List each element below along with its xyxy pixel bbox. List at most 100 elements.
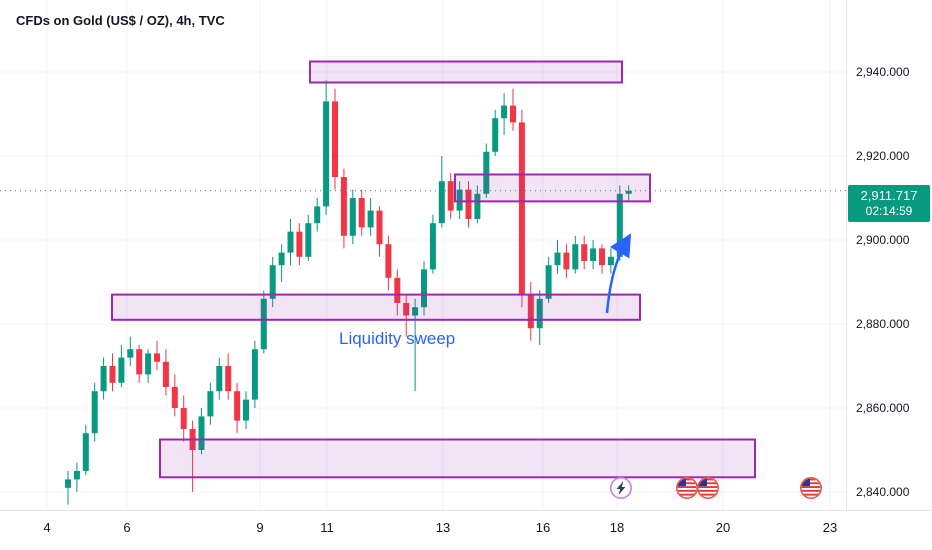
symbol-title[interactable]: CFDs on Gold (US$ / OZ), 4h, TVC	[16, 13, 225, 28]
time-axis-label: 11	[320, 520, 334, 535]
demand-zone-low[interactable]	[159, 438, 756, 479]
candle-body	[510, 105, 516, 123]
time-axis-label: 16	[535, 520, 551, 535]
candle-body	[145, 353, 152, 375]
candle-body	[65, 479, 71, 488]
candle-body	[287, 231, 294, 253]
candle-body	[518, 122, 525, 295]
current-price-badge: 2,911.717 02:14:59	[848, 184, 930, 222]
economic-event-markers	[610, 477, 822, 499]
candle-body	[109, 366, 116, 383]
bar-countdown: 02:14:59	[865, 203, 913, 218]
candle-body	[394, 277, 401, 303]
candle-body	[82, 433, 89, 471]
candle-body	[332, 101, 338, 177]
lightning-icon[interactable]	[610, 477, 632, 499]
time-axis[interactable]: 4 6 9 11 13 16 18 20 23	[0, 510, 932, 550]
candle-body	[118, 357, 125, 383]
candle-body	[73, 471, 80, 480]
price-axis[interactable]: 2,940.000 2,920.000 2,900.000 2,880.000 2,86…	[846, 0, 932, 510]
candle-body	[278, 252, 285, 266]
demand-zone-middle[interactable]	[111, 293, 641, 321]
candle-body	[260, 298, 267, 350]
candle-body	[349, 198, 356, 236]
drawing-annotations	[605, 233, 632, 314]
candle-body	[456, 189, 463, 211]
price-axis-label: 2,920.000	[856, 149, 910, 163]
time-axis-label: 23	[822, 520, 838, 535]
up-arrow-drawing[interactable]	[605, 233, 632, 314]
candle-body	[154, 353, 160, 362]
candle-body	[536, 298, 543, 329]
candle-body	[465, 189, 472, 219]
candle-body	[358, 198, 365, 228]
time-axis-label: 13	[435, 520, 451, 535]
candle-body	[581, 244, 588, 261]
candle-body	[403, 303, 410, 316]
candle-body	[127, 349, 134, 358]
current-price-value: 2,911.717	[860, 187, 918, 203]
candle-body	[243, 399, 249, 421]
candle-body	[607, 256, 614, 266]
candle-body	[251, 349, 258, 400]
candle-body	[323, 101, 330, 207]
candle-body	[225, 366, 232, 392]
candle-body	[545, 265, 552, 299]
us-flag-icon[interactable]	[800, 477, 822, 499]
candle-body	[492, 118, 499, 152]
candle-body	[340, 177, 347, 236]
candle-body	[599, 248, 605, 266]
candle-body	[412, 307, 419, 316]
time-axis-label: 20	[715, 520, 731, 535]
candle-body	[616, 193, 623, 257]
time-axis-label: 6	[123, 520, 131, 535]
price-axis-label: 2,900.000	[856, 233, 910, 247]
candle-body	[269, 265, 276, 299]
price-axis-label: 2,840.000	[856, 485, 910, 499]
candle-body	[367, 210, 374, 228]
time-axis-label: 4	[43, 520, 51, 535]
candle-body	[429, 223, 436, 270]
grid-lines	[0, 0, 846, 510]
candle-body	[216, 366, 223, 392]
us-flag-icon[interactable]	[697, 477, 719, 499]
candle-body	[314, 206, 321, 224]
supply-zone-top[interactable]	[309, 60, 623, 84]
candle-body	[207, 391, 214, 417]
supply-demand-zones	[111, 60, 756, 479]
candle-body	[527, 294, 534, 329]
candle-body	[305, 223, 312, 257]
supply-zone-middle[interactable]	[454, 173, 651, 203]
candle-body	[438, 181, 445, 224]
candle-body	[198, 416, 205, 450]
candle-body	[91, 391, 98, 434]
candle-body	[100, 366, 107, 392]
candle-body	[180, 408, 187, 429]
candle-body	[572, 244, 579, 270]
price-axis-label: 2,940.000	[856, 65, 910, 79]
candle-body	[162, 361, 169, 387]
price-axis-label: 2,860.000	[856, 401, 910, 415]
candle-body	[421, 269, 427, 308]
candle-body	[563, 252, 570, 270]
candle-body	[483, 151, 490, 194]
candle-body	[136, 349, 143, 375]
candle-body	[296, 231, 303, 257]
candle-body	[554, 252, 561, 266]
price-axis-label: 2,880.000	[856, 317, 910, 331]
candle-body	[171, 387, 178, 408]
candle-body	[590, 248, 597, 261]
candle-series	[65, 80, 632, 505]
candle-body	[447, 181, 454, 211]
time-axis-label: 18	[609, 520, 625, 535]
candle-body	[385, 244, 392, 278]
candle-body	[376, 210, 383, 245]
us-flag-icon[interactable]	[676, 477, 698, 499]
liquidity-sweep-label[interactable]: Liquidity sweep	[339, 329, 456, 348]
candle-body	[234, 391, 241, 421]
time-axis-label: 9	[256, 520, 264, 535]
candle-body	[474, 193, 481, 219]
candle-body	[501, 105, 508, 119]
